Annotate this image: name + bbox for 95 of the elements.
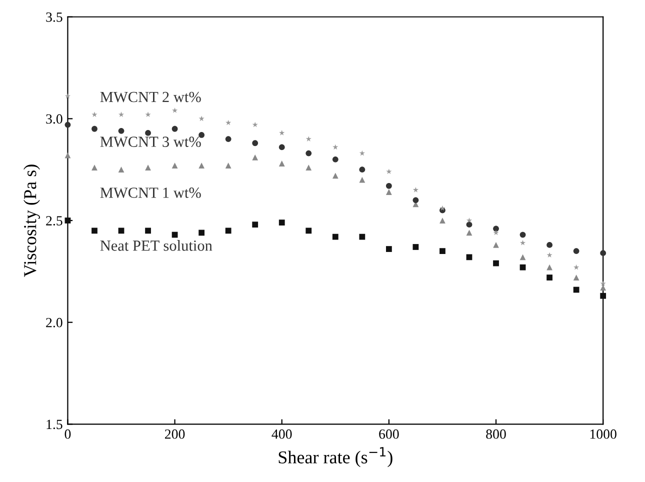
point: [64, 218, 71, 224]
point: [573, 286, 580, 293]
x-tick-label: 400: [272, 429, 292, 439]
y-axis-title: Viscosity (Pa s): [24, 164, 40, 277]
point: [225, 228, 232, 234]
point: [600, 284, 606, 291]
point: [145, 130, 151, 136]
point: [252, 154, 258, 160]
point: [306, 136, 312, 142]
series-label: MWCNT 2 wt%: [100, 92, 201, 102]
point: [252, 140, 258, 146]
point: [412, 187, 419, 192]
point: [306, 228, 312, 234]
point: [198, 230, 205, 236]
point: [118, 166, 124, 173]
point: [386, 189, 392, 195]
point: [546, 252, 552, 258]
x-tick-label: 200: [164, 429, 185, 439]
point: [520, 232, 526, 238]
point: [92, 164, 98, 171]
series-label: MWCNT 3 wt%: [100, 136, 201, 148]
x-tick-label: 1000: [590, 429, 616, 439]
y-tick-label: 1.5: [46, 420, 62, 430]
point: [306, 164, 312, 171]
y-tick-label: 2.0: [46, 318, 62, 328]
point: [573, 274, 580, 280]
point: [546, 242, 552, 248]
point: [600, 250, 606, 256]
point: [332, 144, 338, 150]
point: [600, 292, 606, 299]
point: [440, 205, 446, 211]
point: [493, 230, 499, 236]
point: [359, 166, 366, 173]
point: [386, 182, 392, 189]
point: [118, 112, 124, 118]
x-tick-label: 800: [486, 429, 506, 439]
point: [252, 222, 258, 228]
point: [574, 264, 580, 270]
point: [359, 176, 366, 183]
point: [493, 260, 499, 266]
point: [493, 226, 499, 232]
point: [64, 122, 71, 128]
point: [520, 264, 526, 270]
point: [172, 126, 178, 132]
point: [198, 132, 205, 138]
point: [520, 240, 526, 246]
point: [92, 228, 98, 234]
point: [573, 248, 580, 254]
x-tick-label: 600: [379, 429, 399, 439]
point: [359, 150, 365, 156]
point: [64, 93, 71, 99]
point: [172, 108, 178, 113]
point: [466, 222, 472, 228]
point: [600, 280, 606, 286]
point: [279, 130, 285, 136]
point: [225, 162, 232, 168]
point: [546, 274, 552, 280]
point: [278, 160, 285, 166]
point: [306, 150, 312, 156]
y-tick-label: 3.0: [46, 114, 62, 124]
point: [278, 144, 285, 150]
point: [145, 164, 151, 171]
point: [226, 120, 232, 126]
point: [118, 128, 124, 134]
point: [145, 112, 151, 118]
point: [412, 244, 419, 250]
point: [198, 162, 205, 168]
point: [172, 162, 178, 168]
series-label: Neat PET solution: [100, 240, 212, 251]
point: [466, 218, 472, 223]
y-tick-label: 2.5: [46, 216, 62, 226]
point: [92, 126, 98, 132]
point: [64, 152, 71, 158]
y-tick-label: 3.5: [46, 12, 62, 22]
x-axis-title: Shear rate (s$^{−1}$): [278, 447, 392, 468]
point: [546, 264, 552, 270]
x-tick-label: 0: [64, 429, 71, 439]
point: [252, 122, 258, 128]
point: [332, 172, 338, 179]
point: [386, 246, 392, 252]
point: [332, 234, 338, 240]
point: [225, 136, 232, 142]
point: [386, 168, 392, 174]
point: [412, 197, 419, 204]
point: [278, 220, 285, 226]
point: [332, 156, 338, 162]
point: [145, 228, 151, 234]
point: [466, 254, 472, 260]
point: [359, 234, 366, 240]
point: [92, 112, 98, 118]
series-label: MWCNT 1 wt%: [100, 188, 201, 198]
point: [440, 248, 446, 254]
point: [440, 218, 446, 224]
point: [493, 242, 499, 248]
point: [520, 254, 526, 260]
